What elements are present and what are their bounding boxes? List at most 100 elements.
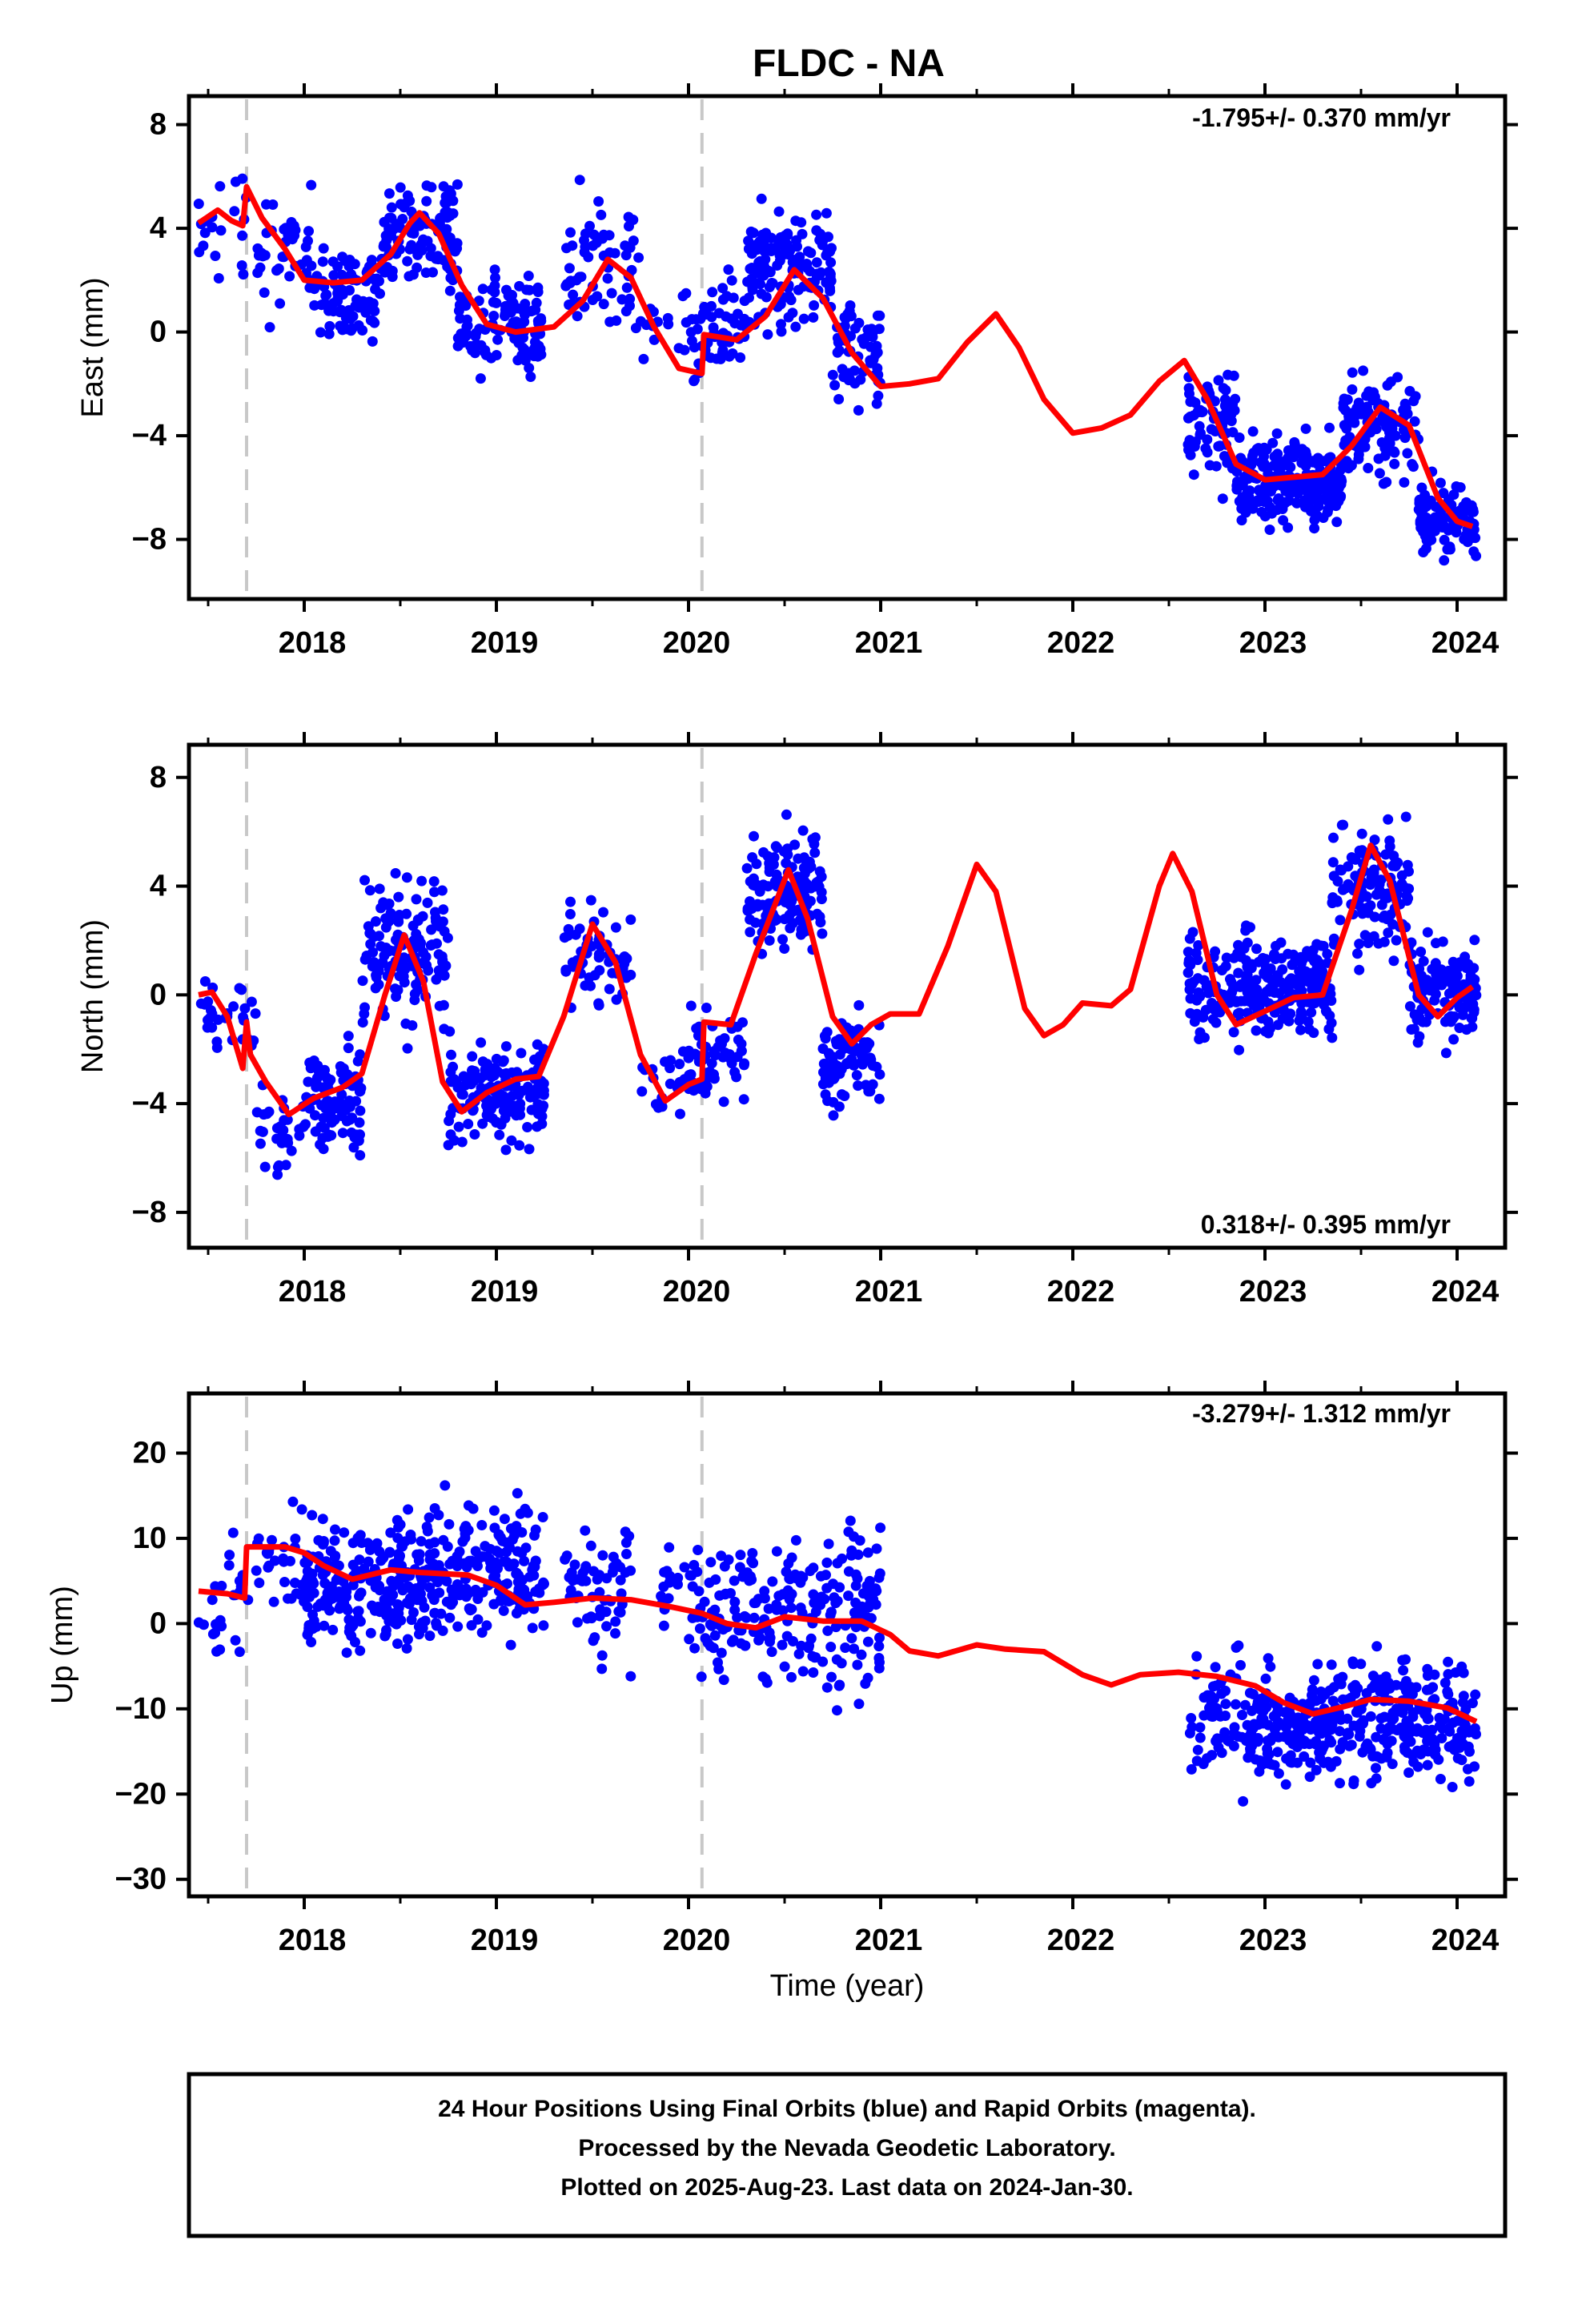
- data-point: [327, 1624, 339, 1635]
- data-point: [1464, 993, 1475, 1003]
- data-point: [343, 1043, 354, 1054]
- data-point: [357, 1017, 368, 1028]
- data-point: [364, 885, 375, 896]
- data-point: [1192, 973, 1203, 984]
- data-point: [685, 1000, 697, 1011]
- data-point: [1457, 1697, 1468, 1708]
- data-point: [572, 1617, 583, 1628]
- data-point: [689, 342, 700, 353]
- data-point: [1260, 1673, 1271, 1684]
- data-point: [1327, 857, 1339, 868]
- data-point: [1408, 396, 1419, 407]
- data-point: [811, 209, 822, 220]
- data-point: [1469, 935, 1480, 946]
- data-point: [1398, 1665, 1409, 1676]
- data-point: [525, 1092, 536, 1103]
- y-tick-label: 20: [133, 1437, 167, 1470]
- data-point: [874, 310, 885, 321]
- data-point: [1241, 973, 1252, 984]
- data-point: [275, 298, 286, 309]
- data-point: [606, 287, 617, 299]
- data-point: [380, 230, 391, 241]
- data-point: [444, 1518, 455, 1530]
- data-point: [1407, 1750, 1418, 1761]
- data-point: [1245, 1743, 1255, 1755]
- data-point: [1422, 1713, 1433, 1724]
- data-point: [421, 195, 432, 207]
- data-point: [494, 1129, 505, 1140]
- data-point: [832, 347, 843, 358]
- data-point: [786, 1671, 797, 1683]
- data-point: [706, 312, 717, 323]
- data-point: [383, 1615, 395, 1626]
- data-point: [282, 1114, 293, 1125]
- data-point: [352, 1606, 363, 1617]
- data-point: [1462, 1763, 1473, 1775]
- data-point: [850, 1622, 861, 1633]
- data-point: [1403, 893, 1414, 904]
- data-point: [431, 974, 442, 985]
- data-point: [330, 1524, 340, 1535]
- data-point: [1369, 392, 1380, 404]
- data-point: [477, 1118, 488, 1129]
- data-point: [739, 1058, 750, 1069]
- data-point: [1323, 1723, 1334, 1734]
- data-point: [1303, 489, 1314, 499]
- data-point: [821, 1557, 833, 1568]
- data-point: [514, 1103, 525, 1114]
- data-point: [1347, 408, 1358, 419]
- data-point: [1237, 1710, 1247, 1720]
- data-point: [749, 1612, 760, 1623]
- y-tick-label: −10: [115, 1692, 167, 1726]
- data-point: [380, 1629, 391, 1640]
- data-point: [868, 1594, 879, 1605]
- data-point: [396, 1614, 407, 1626]
- data-point: [837, 1089, 847, 1100]
- data-point: [1358, 365, 1369, 376]
- data-point: [1439, 555, 1450, 566]
- data-point: [610, 922, 621, 933]
- data-point: [500, 1144, 512, 1156]
- data-point: [1279, 1005, 1290, 1016]
- data-point: [237, 230, 248, 241]
- data-point: [1247, 991, 1258, 1002]
- data-point: [1283, 1706, 1294, 1717]
- data-point: [762, 850, 773, 862]
- data-point: [444, 185, 455, 196]
- data-point: [598, 299, 609, 310]
- data-point: [1388, 1713, 1399, 1724]
- data-point: [580, 241, 591, 252]
- data-point: [594, 1570, 605, 1581]
- data-point: [743, 235, 754, 247]
- data-point: [779, 1661, 790, 1672]
- data-point: [1342, 1713, 1353, 1724]
- data-point: [255, 1125, 266, 1136]
- data-point: [318, 1144, 329, 1155]
- data-point: [199, 1619, 209, 1630]
- data-point: [1217, 493, 1228, 505]
- x-tick-labels: 2018 2019 2020 2021 2022 2023 2024: [279, 1275, 1500, 1309]
- data-point: [524, 284, 535, 296]
- data-point: [797, 228, 808, 239]
- data-point: [276, 1137, 287, 1148]
- data-point: [874, 1632, 885, 1643]
- data-point: [317, 1570, 328, 1581]
- data-point: [744, 1575, 755, 1586]
- data-point: [1183, 955, 1195, 966]
- data-point: [1418, 1744, 1429, 1755]
- data-point: [718, 1096, 729, 1108]
- data-point: [395, 182, 406, 193]
- y-tick-label: −20: [115, 1777, 167, 1811]
- data-point: [663, 319, 674, 330]
- data-point: [1435, 978, 1446, 989]
- data-point: [1193, 987, 1204, 998]
- data-point: [616, 1588, 627, 1599]
- data-point: [488, 311, 500, 321]
- data-point: [347, 1559, 359, 1570]
- data-point: [761, 242, 772, 253]
- data-point: [873, 1093, 885, 1104]
- data-point: [434, 217, 445, 227]
- data-point: [1365, 1743, 1376, 1754]
- data-point: [477, 1056, 488, 1068]
- data-point: [1422, 1759, 1433, 1771]
